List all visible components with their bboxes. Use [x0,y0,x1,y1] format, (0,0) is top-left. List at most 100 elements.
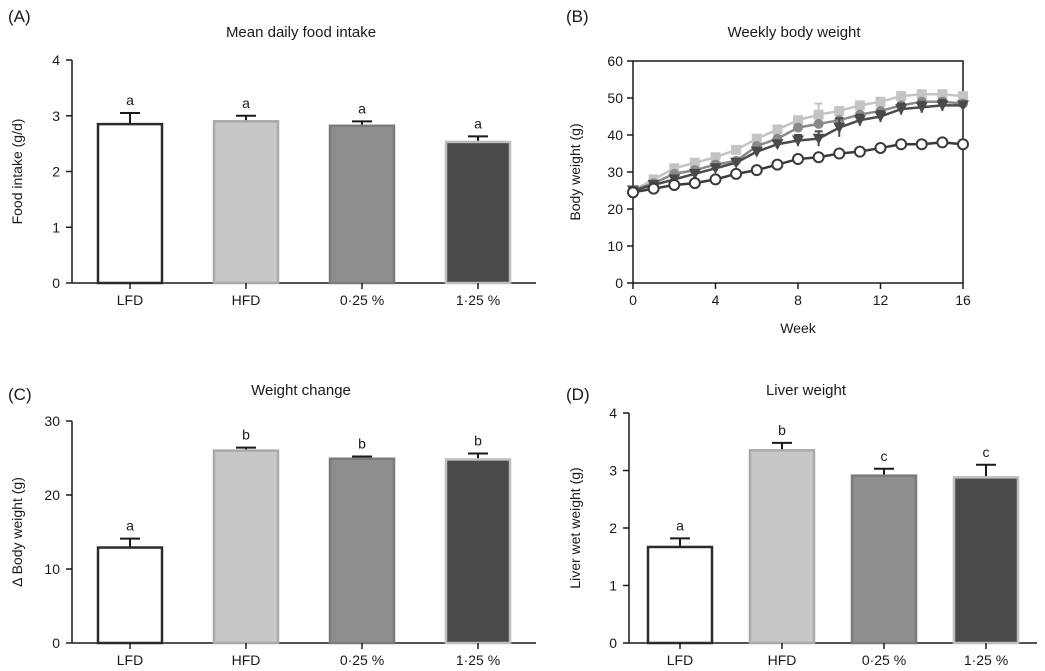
data-point [936,100,949,112]
data-point [915,102,928,114]
data-point [750,146,763,158]
y-tick-label: 40 [607,127,623,143]
data-point [688,168,701,180]
y-tick-label: 30 [44,413,60,429]
y-tick-label: 10 [44,561,60,577]
y-axis-label: Δ Body weight (g) [9,477,25,587]
bar [850,474,918,645]
y-tick-label: 20 [44,487,60,503]
panel-b: (B) Weekly body weight 0 10 20 30 40 50 60 0 4 8 1… [566,7,971,336]
y-tick-label: 3 [609,463,617,479]
panel-c-letter: (C) [8,385,32,404]
data-point [812,151,825,164]
panel-c: (C) Weight change 0 10 20 30 Δ Body weight (… [8,382,536,668]
x-tick-label: HFD [232,292,261,308]
y-axis-label: Body weight (g) [567,123,583,220]
significance-label: a [474,115,482,131]
significance-label: a [126,518,134,534]
data-point [751,133,762,144]
data-point [936,136,949,149]
significance-label: b [242,427,250,443]
significance-label: b [474,433,482,449]
data-point [896,91,907,102]
series-line [632,141,964,194]
x-tick-label: 0·25 % [862,652,906,666]
x-tick-label: 12 [873,292,889,308]
data-point [731,144,742,155]
bar [328,124,396,285]
bar [212,120,280,285]
y-tick-label: 10 [607,238,623,254]
y-tick-label: 0 [615,275,623,291]
series-3 [627,98,969,197]
y-tick-label: 0 [609,635,617,651]
x-tick-label: 1·25 % [456,652,500,666]
y-tick-label: 1 [609,578,617,594]
data-point [669,163,680,174]
data-point [853,115,866,127]
data-point [793,115,803,126]
data-point [812,133,825,145]
significance-label: a [676,517,684,533]
significance-label: b [358,436,366,452]
bar [444,140,512,285]
bar [328,457,396,645]
y-tick-label: 30 [607,164,623,180]
y-axis-label: Food intake (g/d) [9,119,25,225]
y-tick-label: 4 [609,405,617,421]
data-point [750,164,763,177]
series-4 [627,136,969,199]
data-point [874,111,887,123]
significance-label: a [358,100,366,116]
data-point [854,100,865,111]
x-tick-label: 16 [955,292,971,308]
x-tick-label: HFD [768,652,797,666]
data-point [833,147,846,160]
bar [748,449,816,645]
data-point [730,157,743,169]
data-point [627,186,639,199]
y-tick-label: 4 [52,52,60,68]
x-tick-label: 8 [794,292,802,308]
panel-d-letter: (D) [566,385,590,404]
panel-b-letter: (B) [566,7,589,26]
x-tick-label: LFD [117,652,143,666]
data-point [813,118,824,129]
data-point [772,124,783,135]
y-tick-label: 0 [52,635,60,651]
panel-a-plot: 0 1 2 3 4 Food intake (g/d) a LFD a HFD a 0·25 % a 1·… [9,52,536,308]
data-point [793,122,803,133]
panel-d: (D) Liver weight 0 1 2 3 4 Liver wet weight (… [566,382,1037,668]
data-point [895,138,908,151]
significance-label: c [983,444,990,460]
data-point [958,91,968,102]
y-tick-label: 20 [607,201,623,217]
bar [96,546,164,645]
panel-b-title: Weekly body weight [727,24,861,41]
data-point [833,122,846,134]
x-tick-label: 1·25 % [456,292,500,308]
data-point [915,138,928,151]
bar [646,545,714,645]
data-point [874,141,887,154]
data-point [813,109,824,120]
x-tick-label: LFD [117,292,143,308]
y-tick-label: 1 [52,219,60,235]
panel-a-title: Mean daily food intake [226,24,376,41]
data-point [792,135,804,147]
data-point [771,158,784,171]
series-1 [628,89,968,196]
data-point [709,163,722,175]
panel-a-letter: (A) [8,7,31,26]
panel-a: (A) Mean daily food intake 0 1 2 3 4 Food int… [8,7,536,308]
panel-b-plot: 0 10 20 30 40 50 60 0 4 8 12 16 Body weight (g) Week [567,53,971,336]
data-point [957,138,969,151]
x-tick-label: 4 [712,292,720,308]
data-point [688,177,701,190]
x-tick-label: 0 [629,292,637,308]
significance-label: a [126,92,134,108]
significance-label: b [778,422,786,438]
panel-d-title: Liver weight [766,382,847,399]
